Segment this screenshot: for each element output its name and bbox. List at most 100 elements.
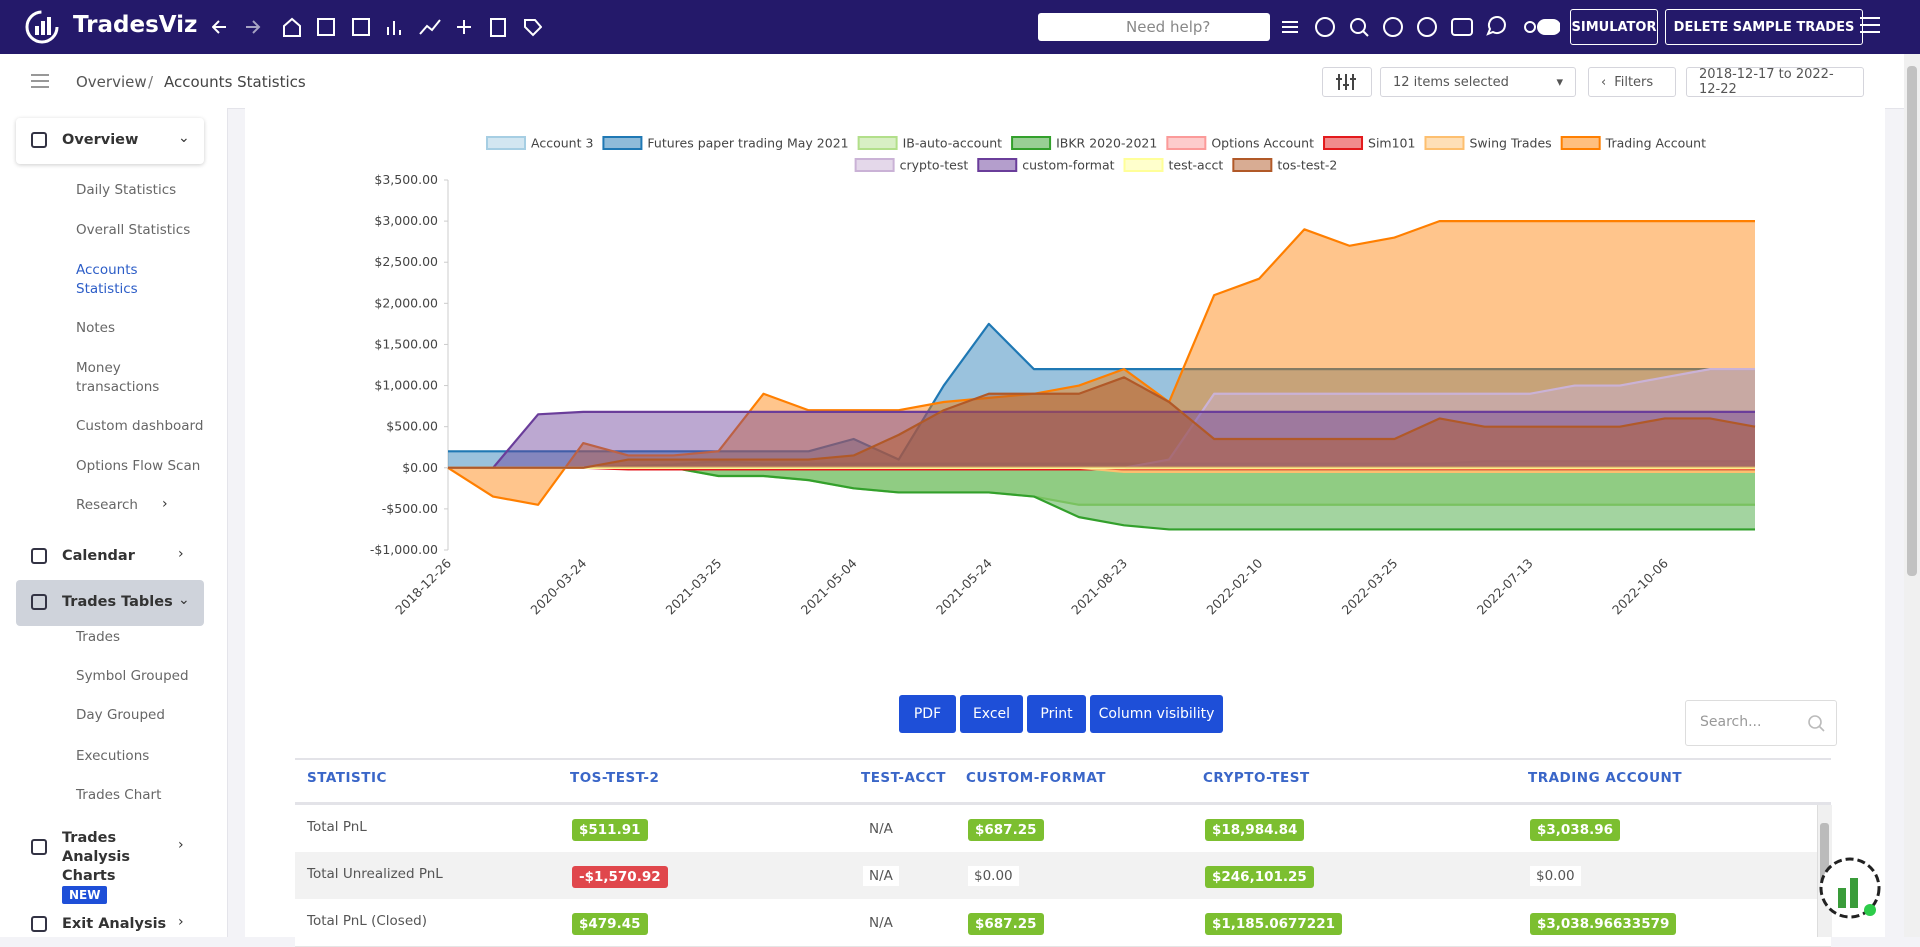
column-header[interactable]: TEST-ACCT xyxy=(861,770,946,786)
section-icon xyxy=(31,594,47,610)
legend-label: tos-test-2 xyxy=(1277,158,1337,173)
legend-swatch xyxy=(1560,136,1601,150)
x-tick-label: 2022-07-13 xyxy=(1474,556,1536,618)
legend-item[interactable]: Futures paper trading May 2021 xyxy=(602,136,849,151)
scrollbar[interactable] xyxy=(1904,54,1920,937)
chevron: › xyxy=(178,837,184,853)
legend-item[interactable]: custom-format xyxy=(977,158,1115,173)
legend-item[interactable]: IB-auto-account xyxy=(857,136,1003,151)
legend-item[interactable]: Options Account xyxy=(1166,136,1314,151)
breadcrumb-separator: / xyxy=(148,73,154,91)
area-fill xyxy=(448,221,1755,505)
area-fill xyxy=(448,411,1755,468)
menu-icon[interactable] xyxy=(1858,14,1884,38)
sidebar-item[interactable]: Custom dashboard xyxy=(76,418,204,434)
account-select[interactable]: 12 items selected ▾ xyxy=(1380,67,1576,97)
legend-label: IB-auto-account xyxy=(903,136,1003,151)
table-cell: $3,038.96633579 xyxy=(1530,913,1677,935)
x-tick-label: 2021-03-25 xyxy=(663,556,725,618)
x-tick-label: 2020-03-24 xyxy=(527,555,589,617)
floating-widget[interactable] xyxy=(1818,856,1882,920)
legend-swatch xyxy=(1424,136,1465,150)
legend-swatch xyxy=(1011,136,1052,150)
section-icon xyxy=(31,839,47,855)
simulator-button[interactable]: SIMULATOR xyxy=(1570,9,1658,45)
column-header[interactable]: TRADING ACCOUNT xyxy=(1528,770,1683,786)
tool-icons[interactable] xyxy=(1280,14,1560,40)
sidebar-item[interactable]: Options Flow Scan xyxy=(76,458,201,474)
section-label[interactable]: Overview xyxy=(62,132,139,148)
area-fill xyxy=(448,467,1755,530)
sidebar-item[interactable]: Overall Statistics xyxy=(76,222,191,238)
sidebar-item[interactable]: Daily Statistics xyxy=(76,182,177,198)
sidebar-item[interactable]: Accounts Statistics xyxy=(76,262,138,297)
legend-item[interactable]: Swing Trades xyxy=(1424,136,1552,151)
sidebar-item[interactable]: Notes xyxy=(76,320,115,336)
legend-item[interactable]: IBKR 2020-2021 xyxy=(1011,136,1157,151)
sidebar-item[interactable]: Trades xyxy=(76,629,120,645)
legend-label: Trading Account xyxy=(1605,136,1706,151)
delete-sample-button[interactable]: DELETE SAMPLE TRADES xyxy=(1665,9,1863,45)
section-label[interactable]: Trades Tables xyxy=(62,594,173,610)
sidebar-item[interactable]: Executions xyxy=(76,748,150,764)
legend-item[interactable]: crypto-test xyxy=(854,158,969,173)
settings-button[interactable] xyxy=(1322,67,1372,97)
x-tick-label: 2021-05-24 xyxy=(933,555,995,617)
legend-label: Swing Trades xyxy=(1469,136,1551,151)
legend-swatch xyxy=(857,136,898,150)
help-search[interactable]: Need help? xyxy=(1038,13,1270,41)
section-label[interactable]: Calendar xyxy=(62,548,135,564)
x-tick-label: 2021-05-04 xyxy=(798,555,860,617)
chevron: ⌄ xyxy=(178,130,190,146)
sidebar-item[interactable]: Symbol Grouped xyxy=(76,668,189,684)
export-button[interactable]: Excel xyxy=(960,695,1023,733)
filters-text: Filters xyxy=(1614,74,1654,90)
search-icon xyxy=(1808,715,1825,732)
export-button[interactable]: Print xyxy=(1027,695,1086,733)
sidebar-item[interactable]: Money transactions xyxy=(76,360,160,395)
table-cell: $246,101.25 xyxy=(1205,866,1314,888)
filters-button[interactable]: ‹ Filters xyxy=(1588,67,1676,97)
caret: ▾ xyxy=(1556,74,1563,90)
row-label: Total PnL xyxy=(307,819,367,835)
table-cell: $0.00 xyxy=(968,866,1019,886)
breadcrumb-item[interactable]: Overview xyxy=(76,73,147,91)
section-label[interactable]: Trades Analysis Charts xyxy=(62,830,130,884)
legend-item[interactable]: Account 3 xyxy=(486,136,593,151)
table-cell: N/A xyxy=(863,866,899,886)
column-header[interactable]: TOS-TEST-2 xyxy=(570,770,660,786)
column-header[interactable]: CUSTOM-FORMAT xyxy=(966,770,1106,786)
sidebar: Overview ⌄ Daily Statistics Overall Statist… xyxy=(0,108,228,937)
chevron: › xyxy=(162,496,168,512)
table-row xyxy=(295,852,1831,900)
section-icon xyxy=(31,916,47,932)
legend-item[interactable]: tos-test-2 xyxy=(1232,158,1337,173)
table-scroll-thumb[interactable] xyxy=(1820,823,1829,883)
section-label[interactable]: Exit Analysis xyxy=(62,916,167,932)
scroll-thumb[interactable] xyxy=(1907,66,1917,576)
sidebar-item[interactable]: Research xyxy=(76,497,138,513)
sidebar-item[interactable]: Day Grouped xyxy=(76,707,165,723)
legend-item[interactable]: Sim101 xyxy=(1323,136,1415,151)
date-range[interactable]: 2018-12-17 to 2022-12-22 xyxy=(1686,67,1864,97)
export-button[interactable]: Column visibility xyxy=(1090,695,1223,733)
logo xyxy=(25,10,59,44)
legend-item[interactable]: test-acct xyxy=(1123,158,1224,173)
y-tick-label: $2,000.00 xyxy=(374,295,438,310)
table-cell: $479.45 xyxy=(572,913,648,935)
chevron: ‹ xyxy=(1601,74,1607,90)
legend-label: Account 3 xyxy=(531,136,593,151)
nav-icons[interactable] xyxy=(212,14,542,40)
legend-label: Options Account xyxy=(1211,136,1314,151)
area-line xyxy=(447,220,1755,506)
y-tick-label: $3,500.00 xyxy=(374,172,438,187)
y-tick-label: $1,000.00 xyxy=(374,378,438,393)
export-button[interactable]: PDF xyxy=(899,695,956,733)
sidebar-item[interactable]: Trades Chart xyxy=(76,787,162,803)
column-header[interactable]: CRYPTO-TEST xyxy=(1203,770,1310,786)
table-search[interactable]: Search... xyxy=(1685,700,1837,746)
sidebar-toggle[interactable] xyxy=(30,72,52,90)
legend-swatch xyxy=(1232,158,1273,172)
legend-item[interactable]: Trading Account xyxy=(1560,136,1706,151)
column-header[interactable]: STATISTIC xyxy=(307,770,387,786)
